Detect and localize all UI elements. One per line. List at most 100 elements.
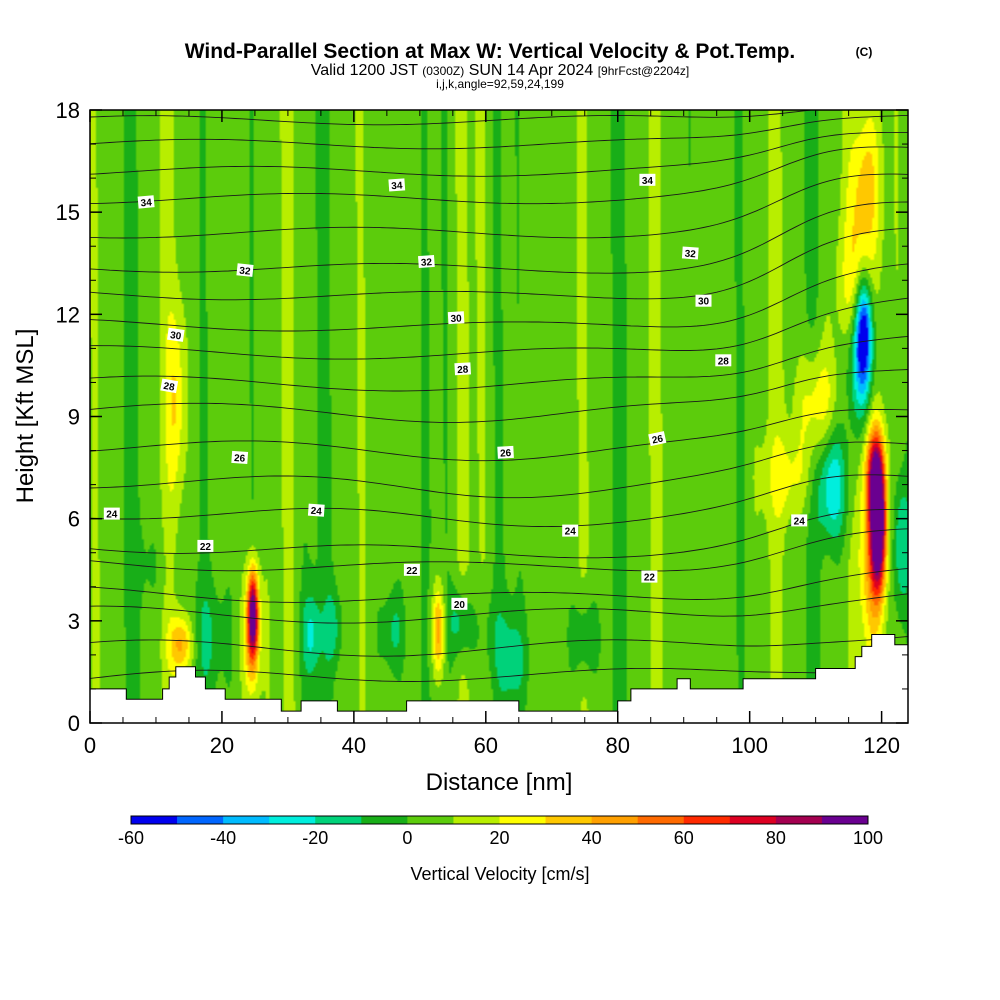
forecast-info: [9hrFcst@2204z]	[598, 64, 690, 78]
isentrope-line	[90, 131, 908, 177]
contour-label: 24	[103, 507, 120, 521]
contour-label: 24	[791, 514, 808, 527]
colorbar-swatch	[545, 816, 593, 824]
contour-label-bg	[137, 195, 155, 209]
colorbar-swatch	[821, 816, 869, 824]
copyright-mark: (C)	[856, 45, 873, 59]
valid-time: Valid 1200 JST	[311, 62, 419, 79]
contour-label-text: 26	[234, 453, 246, 465]
contour-label: 32	[236, 263, 254, 278]
contour-label-text: 28	[163, 381, 176, 394]
contour-label: 24	[307, 503, 325, 518]
contour-label-text: 26	[651, 433, 665, 446]
colorbar-tick-label: 100	[853, 828, 883, 848]
x-tick-label: 60	[474, 733, 498, 758]
contour-label: 28	[454, 362, 472, 376]
isentrope-line	[90, 110, 817, 126]
contour-label-text: 28	[718, 356, 730, 367]
contour-label: 30	[695, 294, 712, 308]
contour-label-text: 24	[106, 510, 118, 521]
contour-label: 34	[639, 173, 656, 187]
isentrope-line	[90, 508, 908, 559]
y-axis: 0 3 6 9 12 15 18	[56, 98, 908, 736]
contour-label: 30	[447, 311, 465, 325]
isentrope-line	[90, 568, 908, 603]
contour-label-text: 30	[698, 297, 710, 308]
isentrope-line	[90, 474, 908, 528]
y-tick-label: 3	[68, 609, 80, 634]
colorbar-swatch	[637, 816, 685, 824]
contour-label-bg	[641, 570, 658, 583]
contour-label: 34	[388, 178, 406, 192]
y-tick-label: 12	[56, 302, 80, 327]
contour-label-text: 34	[642, 176, 654, 187]
isentrope-line	[90, 667, 908, 682]
contour-label: 26	[497, 445, 514, 460]
contour-label-text: 30	[450, 313, 462, 325]
x-axis-label: Distance [nm]	[426, 769, 573, 796]
contour-label-bg	[648, 431, 667, 447]
contour-label-bg	[236, 263, 254, 277]
contour-label-bg	[715, 354, 732, 367]
colorbar-swatch	[315, 816, 362, 824]
contour-label-text: 30	[169, 330, 182, 343]
contour-label-bg	[497, 445, 514, 459]
contour-label-bg	[695, 294, 712, 307]
isentrope-line	[90, 528, 908, 572]
isentrope-line	[90, 297, 908, 360]
grid-indices: i,j,k,angle=92,59,24,199	[436, 77, 564, 91]
contour-label-text: 32	[239, 266, 252, 278]
isentrope-line	[90, 146, 908, 205]
colorbar-swatch	[499, 816, 547, 824]
contour-label-bg	[447, 311, 465, 325]
colorbar-label: Vertical Velocity [cm/s]	[410, 864, 589, 884]
colorbar-swatch	[591, 816, 639, 824]
contour-label-bg	[160, 378, 179, 394]
vertical-velocity-field	[90, 110, 908, 723]
contour-label: 22	[641, 570, 658, 584]
y-tick-label: 15	[56, 200, 80, 225]
contour-label-text: 22	[200, 542, 212, 553]
colorbar-tick-label: -20	[302, 828, 328, 848]
colorbar-tick-label: 60	[674, 828, 694, 848]
colorbar-swatch	[361, 816, 408, 824]
y-tick-label: 6	[68, 507, 80, 532]
valid-date: SUN 14 Apr 2024	[469, 62, 594, 79]
contour-label: 28	[715, 354, 732, 367]
isentrope-line	[90, 636, 908, 657]
potential-temperature-contours	[90, 110, 908, 682]
contour-label-text: 24	[565, 527, 577, 538]
contour-label: 26	[648, 431, 667, 447]
x-tick-label: 40	[342, 733, 366, 758]
terrain-mask	[90, 634, 908, 723]
colorbar-swatch	[223, 816, 270, 824]
colorbar-swatch	[131, 816, 178, 824]
colorbar-tick-label: 40	[582, 828, 602, 848]
isentrope-line	[90, 263, 908, 332]
contour-label-bg	[791, 514, 808, 527]
isentrope-line	[90, 335, 908, 392]
contour-label-bg	[231, 450, 249, 464]
colorbar-swatch	[269, 816, 316, 824]
contour-label-text: 24	[794, 516, 806, 527]
isentrope-line	[90, 408, 908, 462]
contour-label-bg	[562, 524, 579, 537]
contour-label-text: 32	[684, 249, 696, 261]
contour-label: 32	[681, 246, 699, 261]
colorbar-swatch	[177, 816, 224, 824]
plot-area: 34 34 34 32 32 32 30 30 30 28 28 28 26 26 26 24 24 24 24 22…	[90, 110, 908, 723]
colorbar-frame	[130, 815, 869, 825]
contour-label-text: 26	[500, 448, 512, 460]
colorbar-swatch	[683, 816, 731, 824]
y-tick-label: 0	[68, 711, 80, 736]
contour-label-bg	[639, 173, 656, 186]
contour-label: 34	[137, 195, 155, 209]
contour-labels: 34 34 34 32 32 32 30 30 30 28 28 28 26 26 26 24 24 24 24 22…	[103, 173, 808, 611]
isentrope-line	[90, 173, 908, 239]
contour-label-bg	[681, 246, 699, 260]
contour-label-text: 22	[644, 573, 656, 584]
contour-label-bg	[197, 539, 214, 552]
colorbar-swatch	[729, 816, 777, 824]
colorbar-tick-label: 0	[402, 828, 412, 848]
